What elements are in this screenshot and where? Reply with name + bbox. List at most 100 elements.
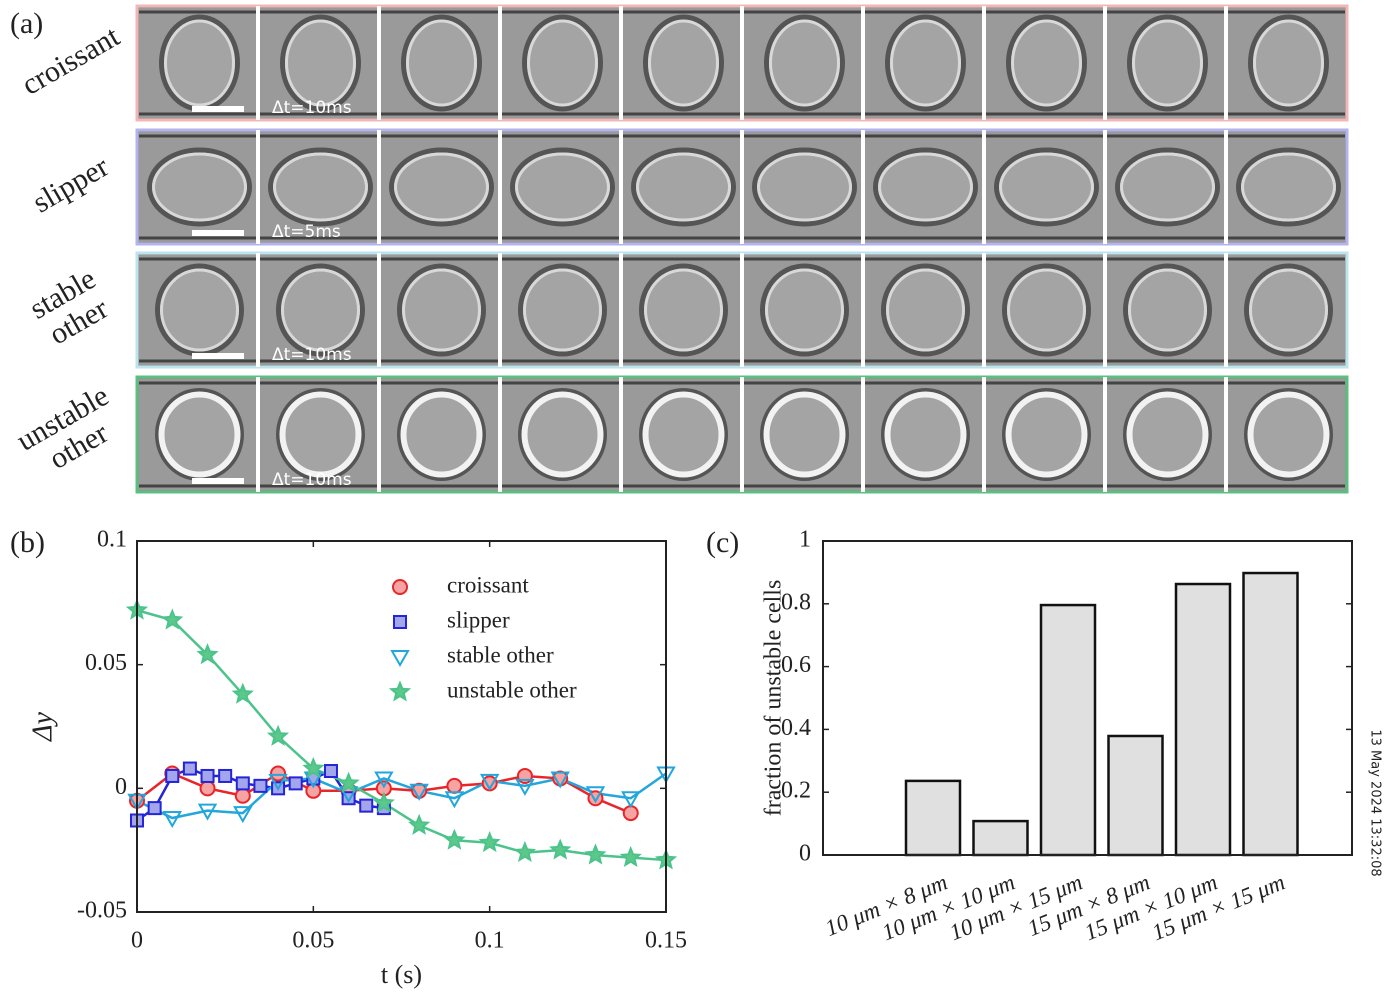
marker [359, 798, 374, 813]
marker [266, 724, 290, 746]
bar [904, 779, 962, 857]
cell [760, 263, 849, 357]
cell [769, 19, 840, 107]
bar [1039, 603, 1097, 857]
cell [1241, 152, 1336, 222]
axes-box [822, 540, 1353, 856]
y-tick-label: 0.4 [781, 715, 811, 741]
cell [389, 147, 494, 227]
y-tick-label: 0 [115, 774, 127, 800]
cell [890, 19, 961, 107]
marker [408, 813, 431, 835]
marker [444, 791, 465, 809]
cell [764, 14, 845, 112]
frame-gap [377, 130, 381, 244]
scale-bar [192, 106, 244, 112]
frame-gap [377, 6, 381, 120]
cell [279, 391, 362, 478]
cell [1002, 263, 1091, 357]
cell [397, 388, 486, 481]
marker [393, 615, 407, 629]
cell [752, 147, 857, 227]
marker [147, 801, 162, 816]
cell [886, 268, 965, 352]
frame-gap [861, 377, 865, 492]
marker [200, 768, 215, 783]
marker [479, 773, 500, 791]
cell [1120, 152, 1215, 222]
cell [1248, 14, 1329, 112]
frame-gap [377, 253, 381, 367]
marker [197, 803, 218, 821]
frame-gap [982, 130, 986, 244]
frame-gap [1103, 253, 1107, 367]
marker [549, 838, 572, 860]
frame-gap [1224, 130, 1228, 244]
marker [388, 680, 412, 702]
cell [1007, 268, 1086, 352]
cell [1123, 263, 1212, 357]
bar [1107, 734, 1164, 857]
marker [268, 773, 288, 791]
panel-label: (a) [10, 7, 43, 40]
cell [1127, 14, 1208, 112]
marker [270, 765, 287, 782]
frame-gap [256, 6, 260, 120]
series-line [136, 772, 667, 820]
cell [642, 391, 725, 478]
frame-gap [982, 6, 986, 120]
frame-gap [1103, 6, 1107, 120]
cell [1011, 19, 1082, 107]
frame-gap [498, 253, 502, 367]
frame-gap [861, 130, 865, 244]
marker [550, 771, 570, 789]
cell [885, 14, 966, 112]
y-tick-label: 0.8 [781, 589, 811, 615]
y-tick-label: -0.05 [77, 898, 127, 924]
x-tick-label: 0.05 [292, 928, 334, 954]
marker [199, 780, 216, 797]
marker [235, 776, 250, 791]
marker [162, 811, 182, 829]
frame-gap [1103, 130, 1107, 244]
frame-gap [498, 130, 502, 244]
legend-label: slipper [447, 607, 510, 632]
cell [273, 152, 368, 222]
cell [527, 19, 598, 107]
marker [218, 768, 233, 783]
cell [1123, 388, 1212, 481]
frame-gap [256, 130, 260, 244]
bar [1174, 582, 1232, 857]
cell [160, 268, 239, 352]
frame-gap [982, 253, 986, 367]
frame-gap [740, 130, 744, 244]
cell [763, 391, 846, 478]
cell [147, 147, 252, 227]
marker [161, 608, 184, 630]
cell [276, 263, 365, 357]
row-label: slipper [27, 150, 114, 219]
marker [621, 791, 641, 809]
cell [1253, 19, 1324, 107]
frame-gap [1224, 377, 1228, 492]
time-interval: Δt=5ms [272, 222, 341, 242]
frame-gap [619, 253, 623, 367]
cell [884, 391, 967, 478]
cell [1244, 388, 1333, 481]
cell [999, 152, 1094, 222]
marker [513, 840, 537, 863]
marker [619, 845, 642, 868]
marker [337, 771, 360, 793]
marker [165, 768, 180, 783]
cell [881, 388, 970, 481]
frame-gap [498, 6, 502, 120]
series-line [136, 609, 667, 862]
marker [323, 764, 338, 779]
cell [994, 147, 1099, 227]
frame-gap [256, 377, 260, 492]
frame-gap [498, 377, 502, 492]
cell [518, 388, 607, 481]
scale-bar [192, 353, 244, 359]
x-tick-label: 0.1 [475, 928, 505, 954]
y-tick-label: 0.1 [97, 527, 127, 553]
